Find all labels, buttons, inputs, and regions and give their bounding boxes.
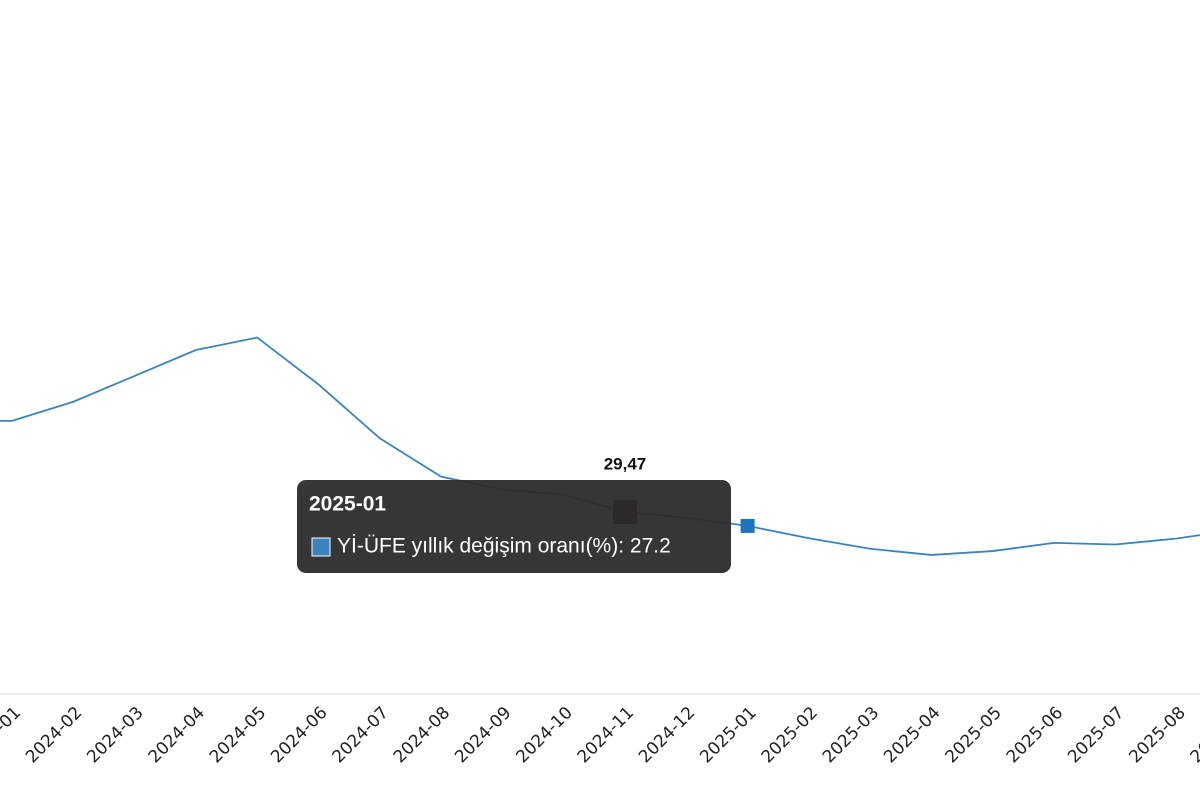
x-tick-label: 2024-09 [451, 703, 515, 767]
x-tick-label: 2024-07 [329, 703, 393, 767]
x-tick-label: 2024-06 [267, 703, 331, 767]
data-label: 29,47 [604, 454, 647, 473]
tooltip-title: 2025-01 [309, 493, 386, 516]
x-tick-label: 2024-05 [206, 703, 270, 767]
x-tick-label: 2025-04 [880, 703, 944, 767]
x-tick-label: 2024-04 [145, 703, 209, 767]
tooltip-text: Yİ-ÜFE yıllık değişim oranı(%): 27.2 [337, 535, 671, 558]
x-tick-label: 2025-09 [1187, 703, 1200, 767]
x-tick-label: 2025-02 [758, 703, 822, 767]
x-tick-label: 2025-06 [1003, 703, 1067, 767]
x-tick-label: 2024-11 [574, 703, 638, 767]
tooltip-box [297, 480, 731, 573]
x-tick-label: 2025-07 [1064, 703, 1128, 767]
tooltip-swatch [311, 537, 331, 557]
x-tick-label: 2025-01 [696, 703, 760, 767]
x-tick-label: 2025-05 [942, 703, 1006, 767]
tooltip: 2025-01 Yİ-ÜFE yıllık değişim oranı(%): 2… [297, 480, 731, 573]
x-tick-label: 2024-08 [390, 703, 454, 767]
x-tick-label: 2024-10 [512, 703, 576, 767]
x-tick-label: 2025-03 [819, 703, 883, 767]
x-tick-label: 2024-02 [22, 703, 86, 767]
active-point [740, 518, 755, 533]
x-tick-label: 2024-03 [83, 703, 147, 767]
x-tick-label: 2024-12 [635, 703, 699, 767]
x-tick-label: 2024-01 [0, 703, 25, 767]
x-tick-label: 2025-08 [1125, 703, 1189, 767]
